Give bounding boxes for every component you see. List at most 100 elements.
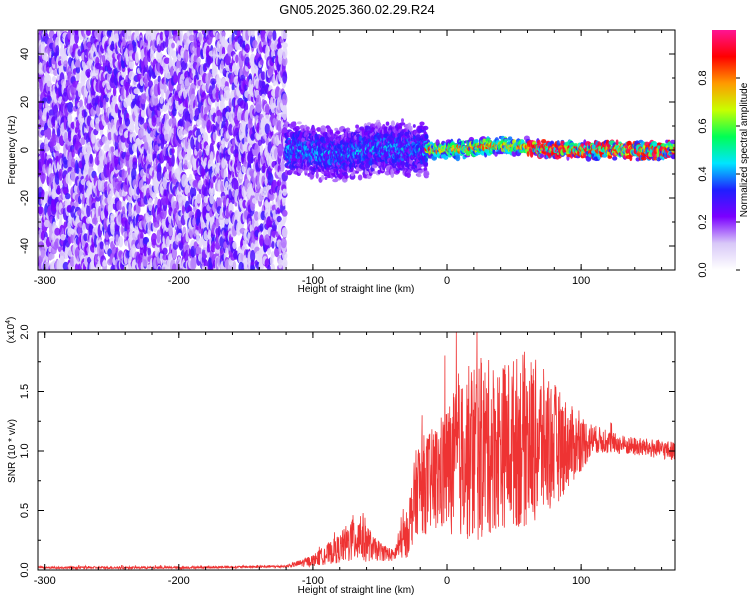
spectral-cell	[54, 144, 61, 152]
spectral-cell	[171, 148, 175, 154]
spectral-cell	[193, 256, 197, 269]
spectral-cell	[282, 46, 288, 60]
spectral-cell	[47, 90, 51, 102]
spectral-cell	[54, 227, 61, 236]
spectrogram-heatmap	[38, 30, 675, 270]
spectral-cell	[282, 71, 288, 84]
figure-title: GN05.2025.360.02.29.R24	[279, 2, 434, 17]
spectral-cell	[74, 30, 79, 44]
spectral-cell	[232, 241, 237, 250]
spectral-cell	[46, 127, 52, 140]
spectral-cell	[171, 153, 175, 167]
spectral-cell	[209, 151, 214, 164]
spectral-cell	[250, 156, 254, 164]
spectral-cell	[60, 233, 67, 241]
spectral-cell	[107, 30, 113, 36]
spectral-cell	[282, 251, 288, 261]
spectral-cell	[250, 30, 255, 38]
spectral-cell	[259, 59, 264, 66]
spectral-cell	[142, 253, 149, 267]
spectral-cell	[132, 161, 138, 170]
spectral-cell	[266, 248, 272, 256]
spectral-cell	[255, 101, 262, 113]
spectral-cell	[151, 193, 157, 199]
spectral-cell	[87, 256, 92, 264]
spectral-cell	[63, 160, 69, 169]
spectral-cell	[79, 123, 83, 131]
spectral-cell	[282, 188, 288, 196]
spectral-cell	[75, 66, 81, 74]
spectral-cell	[147, 246, 151, 257]
spectral-cell	[95, 104, 101, 117]
spectral-cell	[282, 104, 287, 115]
spectral-cell	[306, 126, 310, 131]
spectral-cell	[80, 137, 86, 146]
spectral-cell	[124, 117, 131, 127]
spectral-cell	[151, 115, 157, 127]
spectral-cell	[46, 74, 52, 87]
spectral-cell	[271, 263, 275, 270]
spectral-cell	[183, 49, 189, 64]
spectral-cell	[232, 260, 237, 270]
spectral-cell	[114, 103, 119, 114]
spectral-cell	[297, 121, 302, 125]
spectral-cell	[88, 223, 94, 233]
spectral-cell	[157, 266, 161, 270]
spectral-cell	[282, 93, 288, 107]
spectral-cell	[171, 263, 177, 270]
spectral-cell	[43, 54, 48, 62]
spectral-cell	[281, 209, 288, 217]
spectral-cell	[281, 227, 288, 238]
spectral-cell	[102, 260, 107, 267]
spectral-cell	[133, 43, 137, 54]
spectral-cell	[235, 119, 239, 127]
spectral-cell	[115, 224, 119, 232]
spectral-cell	[294, 126, 301, 131]
spectral-cell	[201, 84, 207, 91]
spectral-cell	[151, 233, 158, 246]
spectral-cell	[109, 190, 114, 197]
spectral-cell	[272, 30, 277, 41]
spectral-cell	[40, 246, 46, 260]
spectral-cell	[89, 153, 93, 164]
spectral-cell	[267, 264, 271, 270]
spectral-cell	[85, 217, 91, 224]
spectral-cell	[55, 36, 60, 49]
spectral-cell	[58, 168, 63, 181]
spectral-cell	[55, 45, 60, 57]
spectral-cell	[71, 171, 75, 181]
spectral-cell	[85, 30, 91, 36]
spectral-cell	[86, 204, 91, 218]
spectral-cell	[94, 244, 98, 256]
spectral-cell	[135, 205, 141, 215]
spectral-cell	[110, 213, 115, 221]
spectral-cell	[173, 75, 178, 84]
spectral-cell	[116, 200, 123, 211]
spectral-cell	[147, 80, 153, 88]
spectral-cell	[67, 101, 74, 113]
spectral-cell	[43, 219, 50, 228]
spectral-cell	[128, 59, 135, 70]
spectral-cell	[225, 247, 229, 257]
spectral-cell	[171, 42, 175, 49]
spectral-cell	[128, 203, 132, 217]
spectral-cell	[143, 182, 147, 195]
spectral-cell	[71, 149, 75, 158]
spectral-cell	[148, 197, 153, 212]
spectral-cell	[128, 123, 135, 133]
spectral-cell	[126, 94, 132, 107]
spectral-cell	[115, 234, 119, 243]
spectral-cell	[95, 205, 100, 219]
spectral-cell	[41, 175, 45, 185]
spectral-cell	[56, 185, 61, 195]
spectral-cell	[104, 140, 110, 151]
spectral-cell	[52, 76, 57, 82]
spectral-cell	[99, 241, 104, 250]
spectral-cell	[110, 146, 115, 153]
spectral-cell	[57, 127, 61, 139]
spectral-cell	[112, 86, 117, 97]
spectral-cell	[196, 193, 202, 204]
spectral-cell	[79, 99, 83, 108]
